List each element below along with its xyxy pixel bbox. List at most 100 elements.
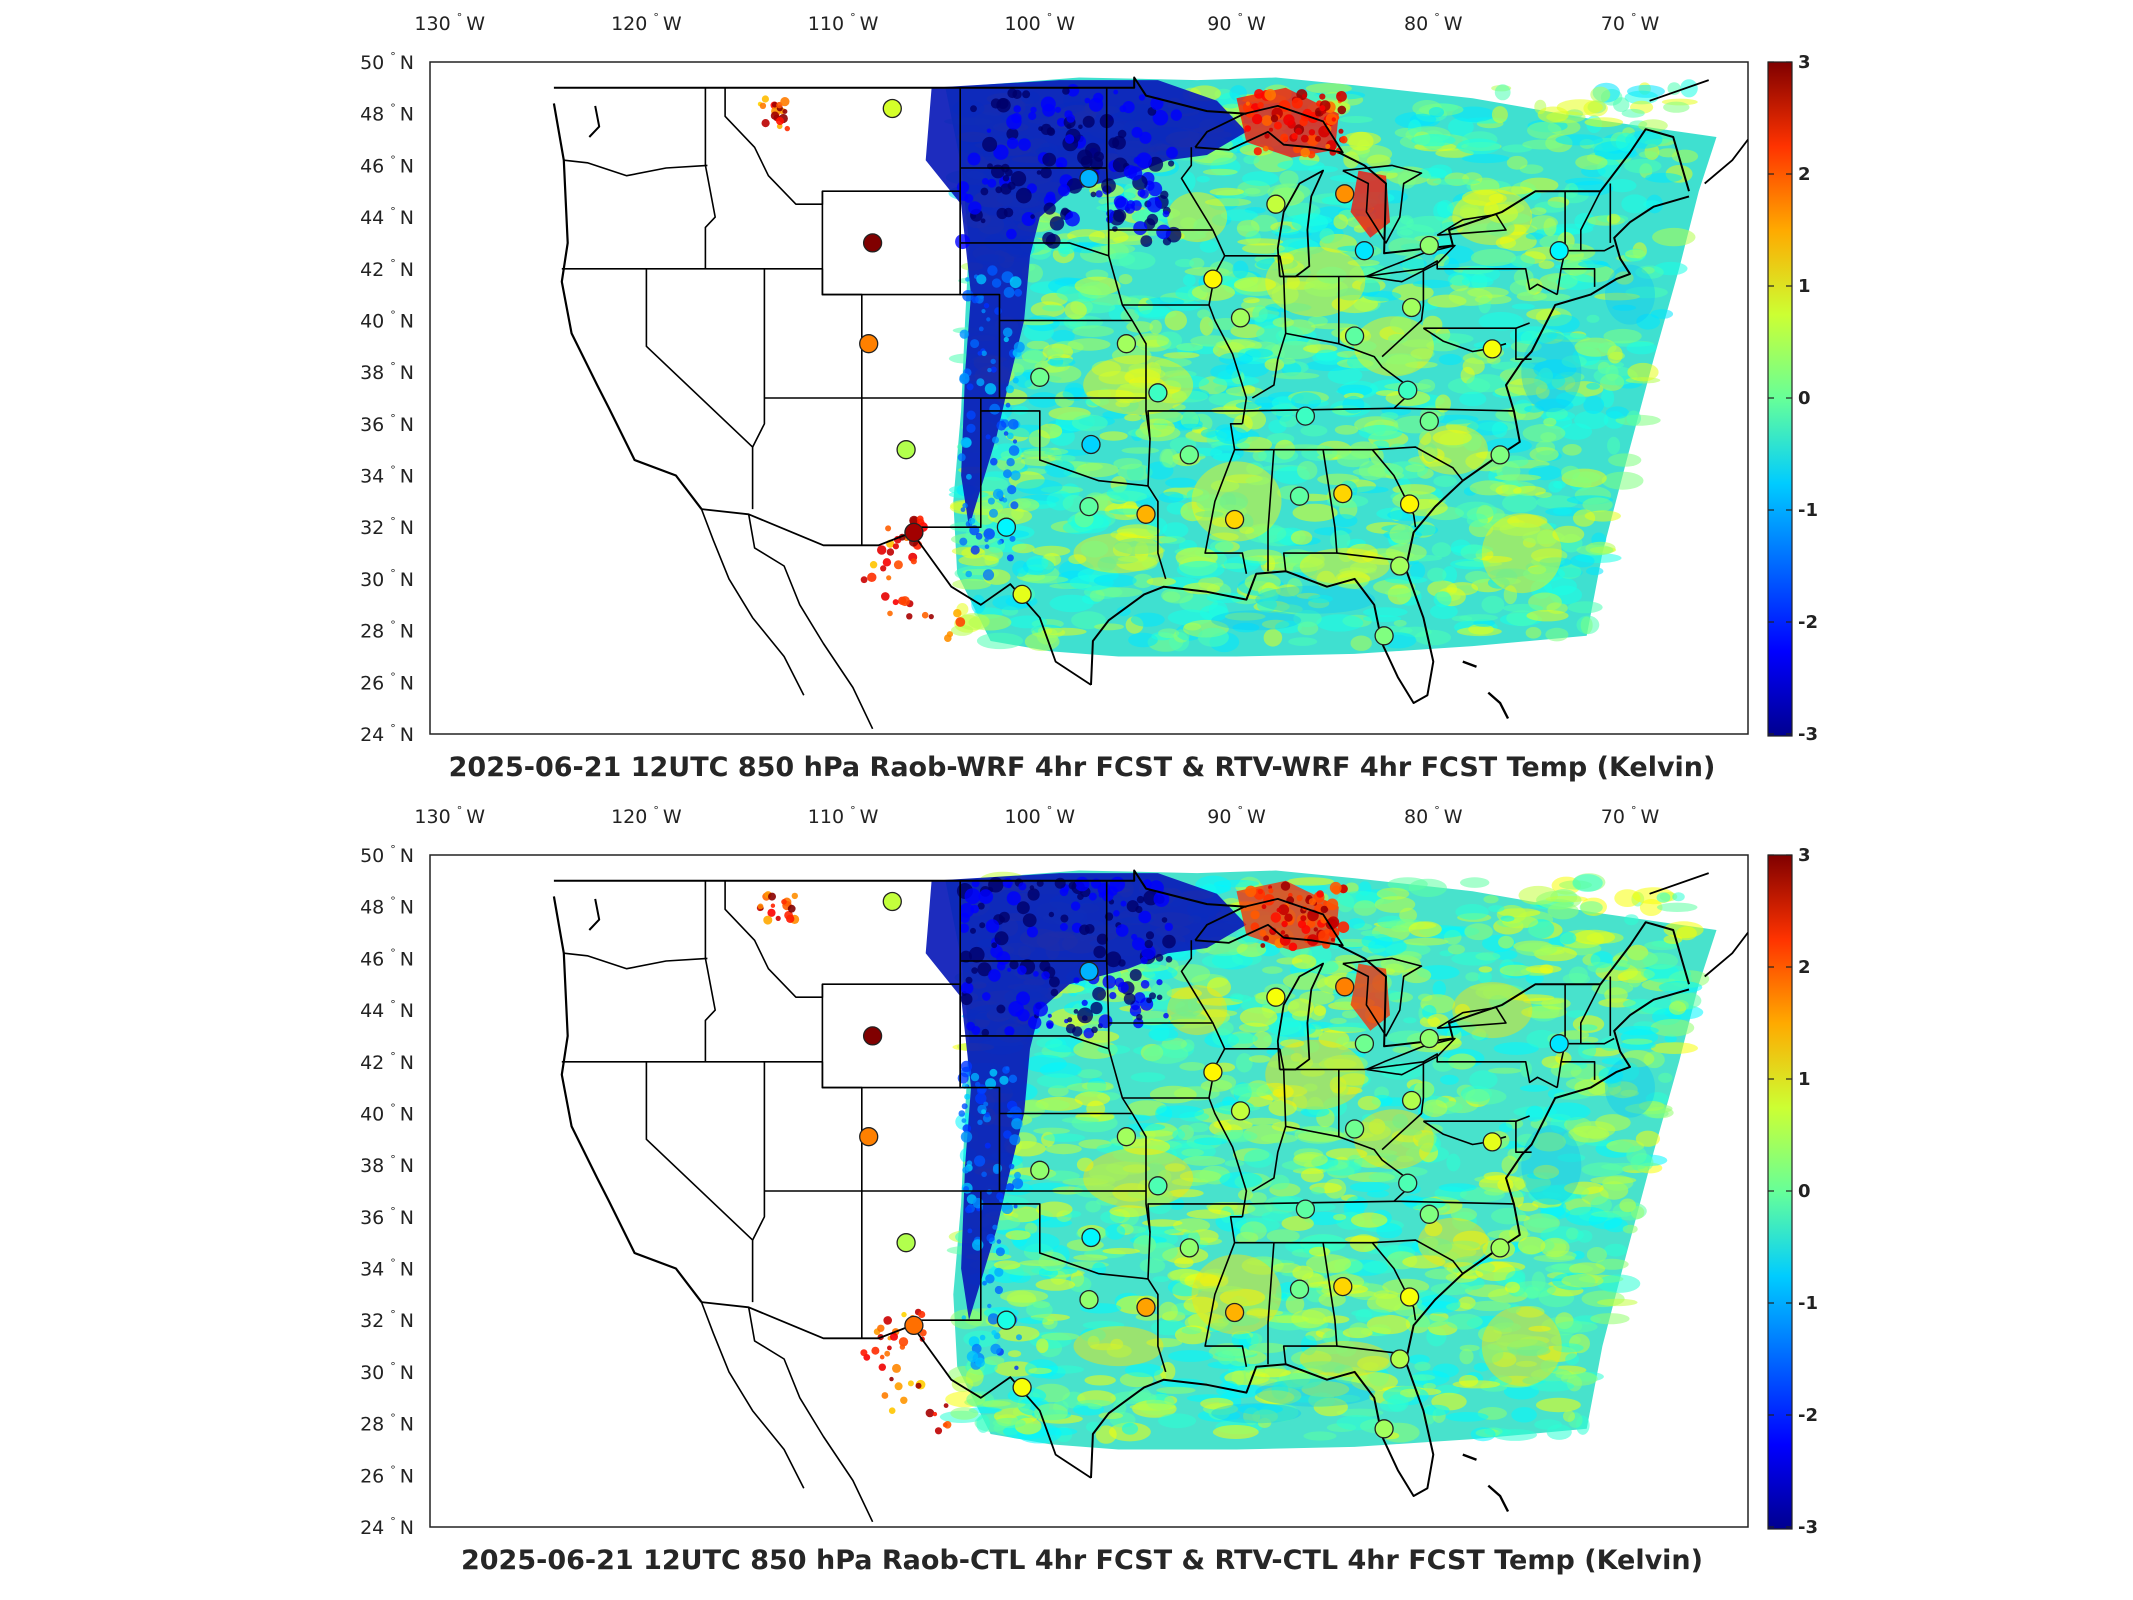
raob-station-marker	[1295, 1199, 1316, 1219]
colorbar-tick-label: -1	[1798, 1293, 1818, 1314]
raob-station-marker	[1266, 194, 1286, 214]
colorbar-tick-label: 3	[1798, 52, 1811, 73]
raob-station-marker	[1030, 367, 1050, 387]
raob-station-marker	[859, 1127, 879, 1147]
raob-station-marker	[904, 1315, 924, 1336]
map-panel-2: 130 ° W 120 ° W 110 ° W 100 ° W 90 ° W 80 ° W 70 ° W …	[360, 804, 1818, 1576]
raob-station-marker	[1419, 1204, 1439, 1224]
raob-station-marker	[1203, 1062, 1223, 1082]
latitude-labels: 50 ° N 48 ° N 46 ° N 44 ° N 42 ° N 40 ° N 38 ° N 36 ° N…	[360, 50, 414, 746]
raob-station-marker	[1148, 1176, 1168, 1196]
latitude-labels: 50 ° N 48 ° N 46 ° N 44 ° N 42 ° N 40 ° N 38 ° N 36 ° N…	[360, 843, 414, 1539]
longitude-tick-label: 130 ° W	[414, 804, 485, 828]
colorbar-tick-label: -3	[1798, 724, 1818, 745]
raob-station-marker	[1179, 1238, 1199, 1258]
colorbar-tick-label: -1	[1798, 500, 1818, 521]
raob-station-marker	[1266, 987, 1286, 1007]
latitude-tick-label: 46 ° N	[360, 153, 414, 177]
raob-station-marker	[1333, 483, 1353, 504]
latitude-tick-label: 32 ° N	[360, 1308, 414, 1332]
panel-title: 2025-06-21 12UTC 850 hPa Raob-CTL 4hr FC…	[461, 1545, 1703, 1576]
raob-station-marker	[1490, 445, 1510, 465]
raob-station-marker	[1399, 494, 1420, 514]
colorbar-tick-label: 1	[1798, 1069, 1811, 1090]
raob-station-marker	[859, 334, 879, 354]
longitude-labels: 130 ° W 120 ° W 110 ° W 100 ° W 90 ° W 80 ° W 70 ° W	[414, 804, 1659, 828]
raob-station-marker	[1333, 1276, 1353, 1297]
longitude-tick-label: 110 ° W	[808, 11, 879, 35]
raob-station-marker	[904, 522, 924, 543]
colorbar-tick-label: 2	[1798, 957, 1811, 978]
raob-station-marker	[1079, 1289, 1099, 1310]
raob-station-marker	[1012, 584, 1032, 605]
latitude-tick-label: 48 ° N	[360, 102, 414, 126]
raob-station-marker	[1081, 434, 1101, 455]
longitude-tick-label: 100 ° W	[1004, 11, 1075, 35]
raob-station-marker	[1549, 241, 1569, 261]
latitude-tick-label: 38 ° N	[360, 360, 414, 384]
colorbar-tick-label: 0	[1798, 1181, 1811, 1202]
latitude-tick-label: 34 ° N	[360, 1257, 414, 1281]
raob-station-marker	[1482, 1132, 1502, 1152]
raob-station-marker	[1354, 241, 1375, 261]
colorbar-ticks: 3 2 1 0 -1 -2 -3	[1768, 845, 1818, 1538]
raob-station-marker	[1012, 1377, 1032, 1398]
raob-station-marker	[1148, 383, 1168, 403]
longitude-tick-label: 90 ° W	[1207, 804, 1266, 828]
latitude-tick-label: 50 ° N	[360, 50, 414, 74]
longitude-labels: 130 ° W 120 ° W 110 ° W 100 ° W 90 ° W 80 ° W 70 ° W	[414, 11, 1659, 35]
raob-station-marker	[1419, 1028, 1439, 1049]
latitude-tick-label: 40 ° N	[360, 1102, 414, 1126]
raob-station-marker	[1398, 1173, 1418, 1193]
longitude-tick-label: 70 ° W	[1601, 804, 1660, 828]
raob-station-marker	[996, 517, 1017, 537]
latitude-tick-label: 24 ° N	[360, 1515, 414, 1539]
raob-station-marker	[1224, 509, 1245, 530]
raob-station-marker	[1399, 1287, 1420, 1307]
latitude-tick-label: 24 ° N	[360, 722, 414, 746]
latitude-tick-label: 44 ° N	[360, 205, 414, 229]
raob-station-marker	[1344, 1119, 1365, 1139]
raob-station-marker	[1401, 297, 1422, 318]
latitude-tick-label: 36 ° N	[360, 1205, 414, 1229]
raob-station-marker	[1390, 556, 1410, 576]
raob-station-marker	[896, 440, 916, 460]
colorbar-tick-label: -2	[1798, 1405, 1818, 1426]
raob-station-marker	[882, 98, 902, 119]
raob-station-marker	[1136, 1297, 1156, 1317]
longitude-tick-label: 80 ° W	[1404, 804, 1463, 828]
raob-station-marker	[1179, 445, 1199, 465]
raob-station-marker	[1136, 504, 1156, 524]
raob-station-marker	[1344, 326, 1365, 346]
raob-station-marker	[1224, 1302, 1245, 1323]
raob-station-marker	[1374, 626, 1394, 646]
raob-station-marker	[862, 233, 883, 253]
raob-station-markers	[859, 98, 1569, 646]
latitude-tick-label: 30 ° N	[360, 1360, 414, 1384]
raob-station-marker	[1490, 1238, 1510, 1258]
latitude-tick-label: 50 ° N	[360, 843, 414, 867]
raob-station-marker	[1081, 1227, 1101, 1248]
longitude-tick-label: 130 ° W	[414, 11, 485, 35]
raob-station-marker	[1116, 1127, 1137, 1147]
latitude-tick-label: 46 ° N	[360, 946, 414, 970]
latitude-tick-label: 42 ° N	[360, 257, 414, 281]
raob-station-marker	[1419, 411, 1439, 431]
colorbar-tick-label: -3	[1798, 1517, 1818, 1538]
longitude-tick-label: 120 ° W	[611, 804, 682, 828]
state-borders	[552, 76, 1748, 730]
raob-station-marker	[1079, 168, 1099, 188]
longitude-tick-label: 80 ° W	[1404, 11, 1463, 35]
raob-station-marker	[996, 1310, 1017, 1330]
raob-station-marker	[1354, 1034, 1375, 1054]
longitude-tick-label: 110 ° W	[808, 804, 879, 828]
latitude-tick-label: 36 ° N	[360, 412, 414, 436]
latitude-tick-label: 34 ° N	[360, 464, 414, 488]
raob-station-marker	[1401, 1090, 1422, 1111]
latitude-tick-label: 28 ° N	[360, 619, 414, 643]
longitude-tick-label: 120 ° W	[611, 11, 682, 35]
latitude-tick-label: 28 ° N	[360, 1412, 414, 1436]
raob-station-marker	[1390, 1349, 1410, 1369]
colorbar-tick-label: 2	[1798, 164, 1811, 185]
